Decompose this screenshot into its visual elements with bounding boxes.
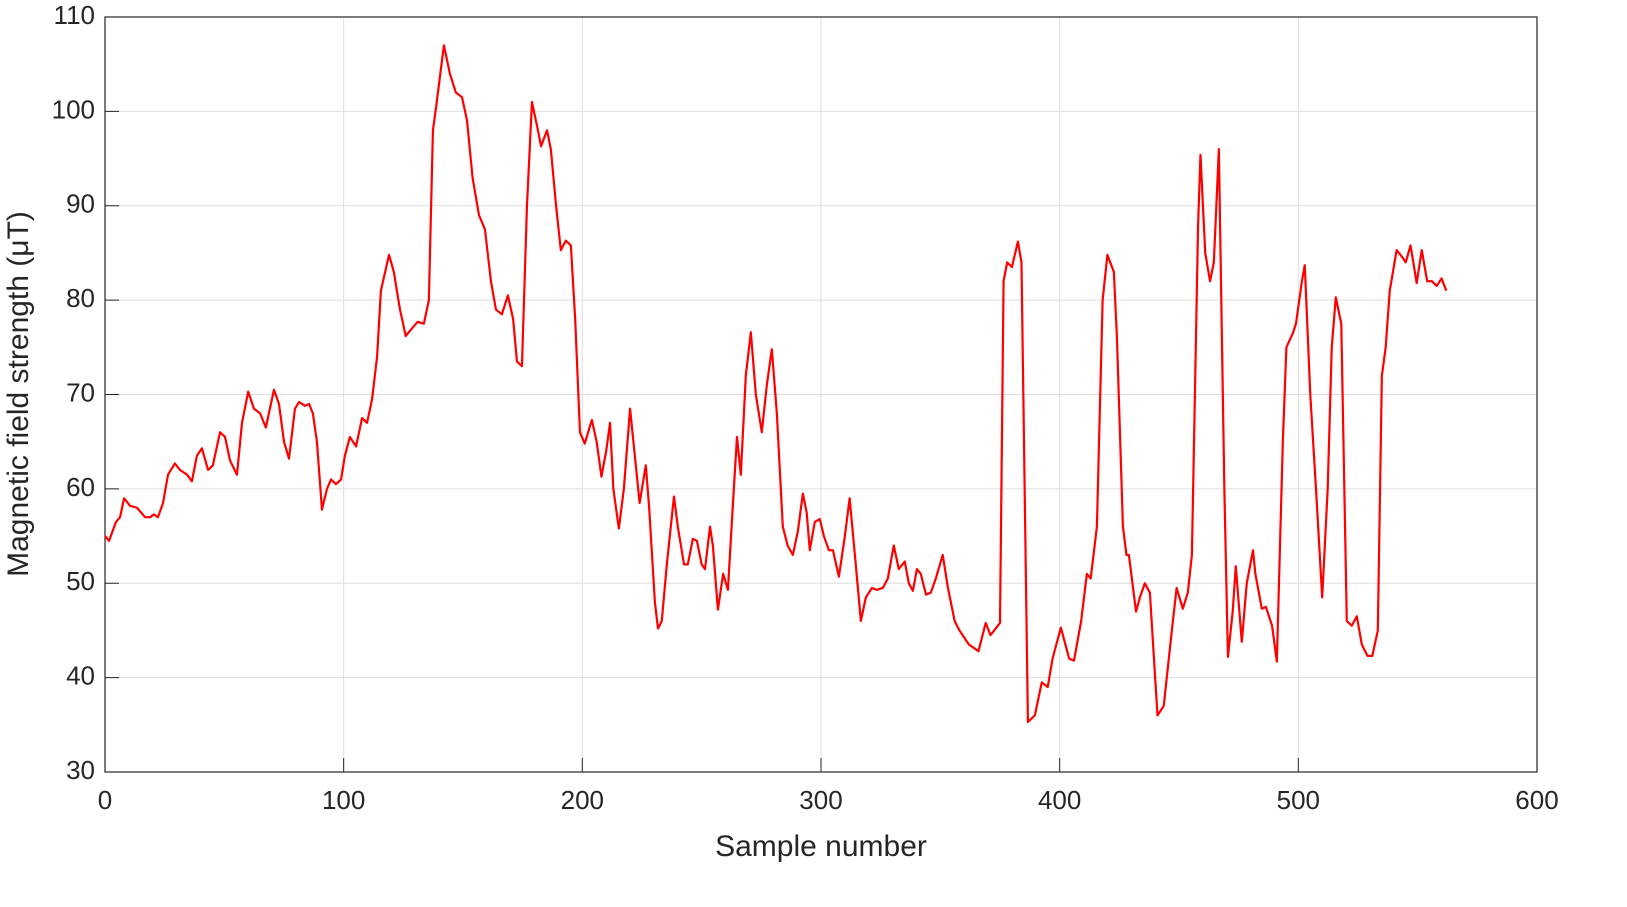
y-tick-label: 100 [52,94,95,124]
plot-frame [104,16,1538,773]
x-tick-label: 500 [1277,785,1320,815]
y-tick-label: 80 [66,283,95,313]
y-tick-label: 50 [66,566,95,596]
x-tick-label: 300 [799,785,842,815]
x-tick-label: 0 [98,785,112,815]
y-axis-label: Magnetic field strength (μT) [2,211,35,577]
y-tick-label: 60 [66,472,95,502]
x-axis-label: Sample number [715,830,927,863]
y-tick-label: 110 [54,0,95,30]
x-tick-label: 100 [322,785,365,815]
data-line [104,44,1448,724]
y-tick-label: 70 [66,377,95,407]
x-tick-label: 400 [1038,785,1081,815]
y-tick-label: 90 [66,189,95,219]
y-tick-label: 40 [66,661,95,691]
y-tick-label: 30 [66,755,95,785]
x-tick-label: 200 [561,785,604,815]
x-tick-label: 600 [1515,785,1558,815]
